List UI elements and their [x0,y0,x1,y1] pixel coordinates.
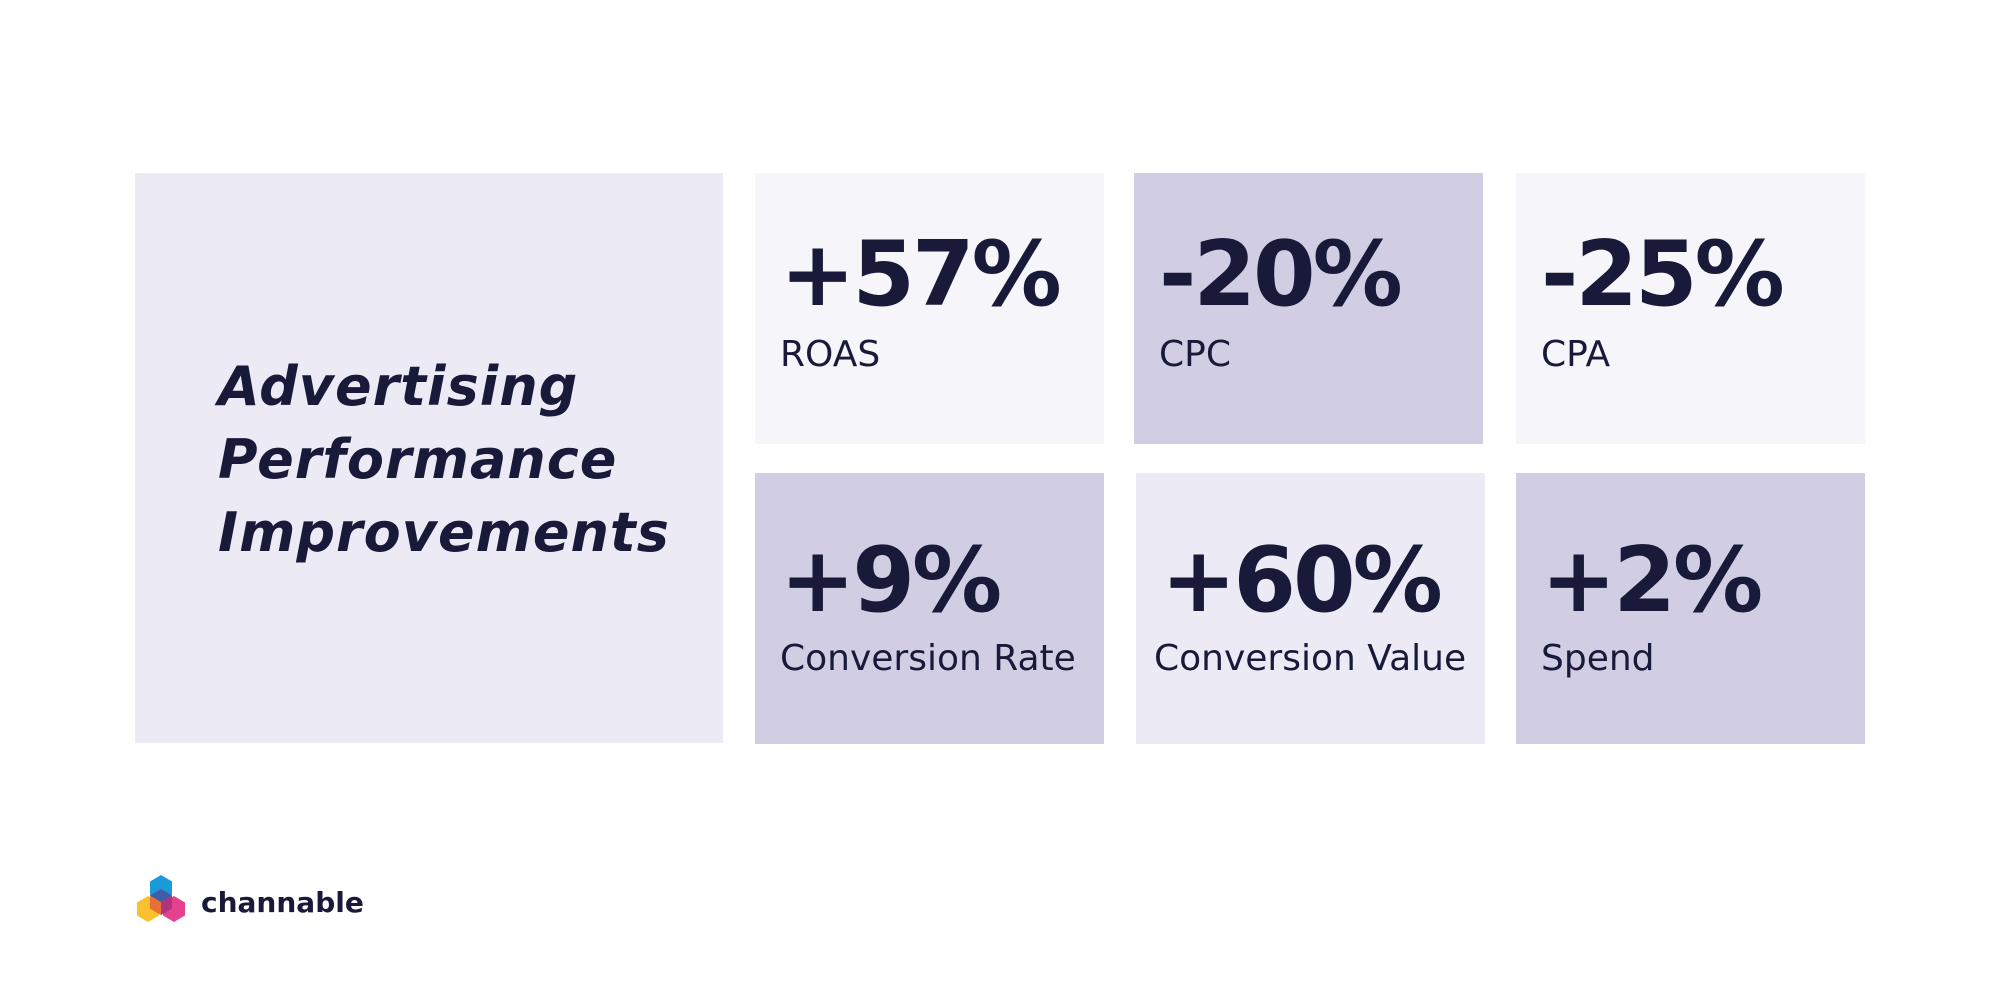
metric-tile-cpc: -20% CPC [1134,173,1483,444]
metric-value: -20% [1159,222,1403,327]
metric-tile-conversion-rate: +9% Conversion Rate [755,473,1104,744]
title-line-1: Advertising [218,355,579,418]
title-line-3: Improvements [218,501,670,564]
metric-label: ROAS [780,334,881,375]
metric-label: Conversion Value [1154,638,1467,679]
metric-tile-spend: +2% Spend [1516,473,1865,744]
metric-value: +57% [780,222,1062,327]
page-title: Advertising Performance Improvements [218,350,708,569]
metric-label: CPA [1541,334,1611,375]
metric-value: +2% [1541,528,1763,633]
metric-tile-cpa: -25% CPA [1516,173,1865,444]
metric-label: Spend [1541,638,1655,679]
metric-value: -25% [1541,222,1785,327]
metric-tile-roas: +57% ROAS [755,173,1104,444]
title-line-2: Performance [218,428,618,491]
title-panel: Advertising Performance Improvements [135,173,723,743]
metric-value: +9% [780,528,1002,633]
metric-tile-conversion-value: +60% Conversion Value [1136,473,1485,744]
brand-name: channable [201,885,364,919]
metric-value: +60% [1161,528,1443,633]
metric-label: CPC [1159,334,1231,375]
brand-logo: channable [135,875,364,929]
hexagon-cubes-logo-icon [137,875,185,922]
metric-label: Conversion Rate [780,638,1076,679]
